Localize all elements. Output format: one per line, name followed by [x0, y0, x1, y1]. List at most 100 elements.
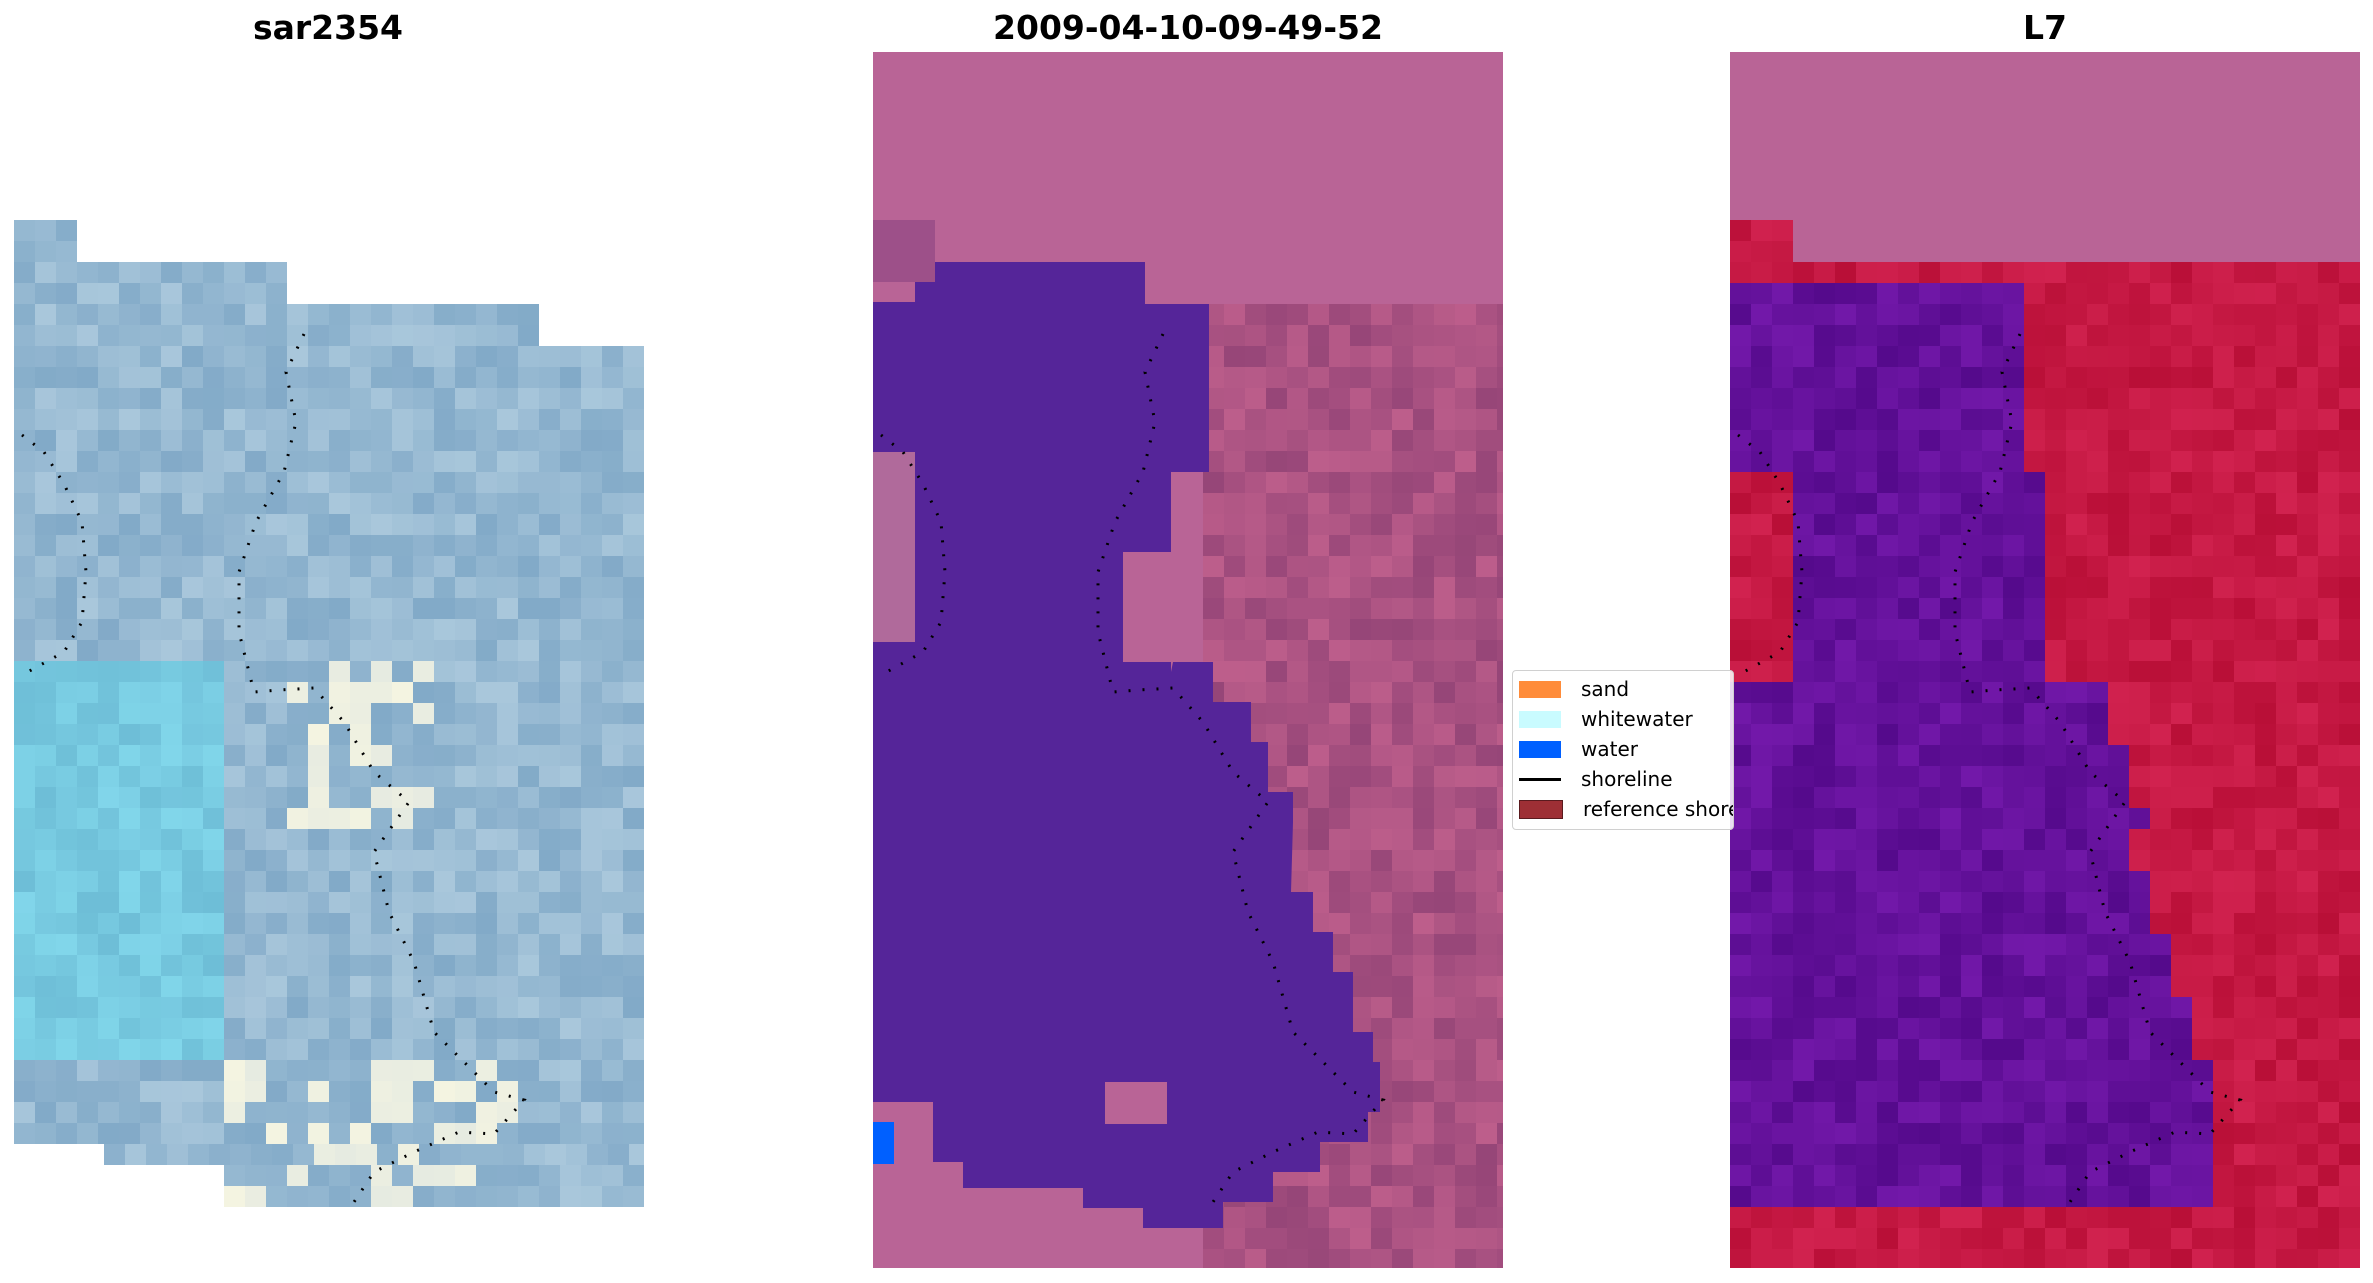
index-pixel: [1856, 829, 1877, 850]
land-pixel: [1434, 1249, 1455, 1268]
land-pixel: [1371, 1018, 1392, 1039]
index-pixel: [2066, 1102, 2087, 1123]
rgb-pixel: [224, 430, 245, 451]
land-pixel: [1308, 514, 1329, 535]
index-pixel: [2129, 262, 2150, 283]
index-pixel: [1898, 1081, 1919, 1102]
rgb-pixel: [56, 514, 77, 535]
index-pixel: [2150, 997, 2171, 1018]
rgb-pixel: [371, 829, 392, 850]
rgb-pixel: [287, 367, 308, 388]
rgb-pixel: [140, 1060, 161, 1081]
index-pixel: [2150, 724, 2171, 745]
land-pixel: [1476, 724, 1497, 745]
rgb-pixel: [455, 346, 476, 367]
rgb-pixel: [266, 1060, 287, 1081]
rgb-pixel: [224, 1060, 245, 1081]
land-pixel: [1308, 304, 1329, 325]
index-pixel: [1772, 913, 1793, 934]
index-pixel: [2045, 850, 2066, 871]
index-pixel: [2108, 283, 2129, 304]
index-pixel: [2087, 766, 2108, 787]
rgb-pixel: [182, 850, 203, 871]
rgb-pixel: [434, 1165, 455, 1186]
rgb-pixel: [203, 808, 224, 829]
rgb-pixel: [623, 430, 644, 451]
rgb-pixel: [266, 850, 287, 871]
index-pixel: [2213, 829, 2234, 850]
legend-item-shoreline: shoreline: [1519, 767, 1673, 791]
rgb-pixel: [224, 493, 245, 514]
land-pixel: [1455, 766, 1476, 787]
rgb-pixel: [560, 514, 581, 535]
rgb-pixel: [98, 892, 119, 913]
land-pixel: [1266, 577, 1287, 598]
index-pixel: [1961, 1018, 1982, 1039]
index-pixel: [2213, 892, 2234, 913]
index-pixel: [1982, 850, 2003, 871]
index-pixel: [2024, 913, 2045, 934]
rgb-pixel: [455, 703, 476, 724]
index-pixel: [2171, 283, 2192, 304]
index-pixel: [2024, 766, 2045, 787]
index-pixel: [2087, 430, 2108, 451]
rgb-pixel: [203, 367, 224, 388]
index-pixel: [1898, 514, 1919, 535]
land-pixel: [1434, 913, 1455, 934]
land-pixel: [1455, 1123, 1476, 1144]
rgb-pixel: [182, 976, 203, 997]
rgb-pixel: [287, 556, 308, 577]
rgb-pixel: [287, 703, 308, 724]
index-pixel: [1898, 430, 1919, 451]
index-pixel: [2003, 262, 2024, 283]
rgb-pixel: [602, 766, 623, 787]
rgb-pixel: [245, 892, 266, 913]
index-pixel: [2045, 493, 2066, 514]
land-pixel: [1224, 346, 1245, 367]
index-pixel: [1751, 1228, 1772, 1249]
rgb-pixel: [14, 682, 35, 703]
index-pixel: [2276, 409, 2297, 430]
index-pixel: [1877, 1081, 1898, 1102]
rgb-pixel: [98, 787, 119, 808]
index-pixel: [1940, 598, 1961, 619]
index-pixel: [1898, 640, 1919, 661]
index-pixel: [1835, 913, 1856, 934]
land-pixel: [1413, 1144, 1434, 1165]
index-pixel: [2234, 913, 2255, 934]
index-pixel: [2150, 1249, 2171, 1268]
rgb-pixel: [455, 955, 476, 976]
rgb-pixel: [371, 346, 392, 367]
land-pixel: [1203, 577, 1224, 598]
land-pixel: [1476, 388, 1497, 409]
rgb-pixel: [14, 892, 35, 913]
index-pixel: [2276, 1060, 2297, 1081]
index-pixel: [1772, 1123, 1793, 1144]
index-pixel: [2150, 766, 2171, 787]
index-pixel: [1856, 262, 1877, 283]
rgb-pixel: [455, 724, 476, 745]
land-pixel: [1287, 514, 1308, 535]
index-pixel: [2171, 1060, 2192, 1081]
rgb-pixel: [560, 871, 581, 892]
land-pixel: [1455, 409, 1476, 430]
index-pixel: [2066, 1228, 2087, 1249]
index-pixel: [1793, 1207, 1814, 1228]
rgb-pixel: [98, 1039, 119, 1060]
land-pixel: [1497, 493, 1503, 514]
land-pixel: [1476, 325, 1497, 346]
index-pixel: [2108, 1207, 2129, 1228]
index-pixel: [2171, 913, 2192, 934]
land-pixel: [1287, 430, 1308, 451]
index-pixel: [1772, 283, 1793, 304]
land-pixel: [1308, 913, 1329, 934]
rgb-pixel: [77, 1039, 98, 1060]
rgb-pixel: [140, 535, 161, 556]
index-pixel: [1793, 892, 1814, 913]
rgb-pixel: [98, 283, 119, 304]
rgb-pixel: [413, 472, 434, 493]
rgb-pixel: [623, 934, 644, 955]
index-pixel: [1919, 997, 1940, 1018]
index-pixel: [2045, 1081, 2066, 1102]
index-pixel: [2297, 871, 2318, 892]
